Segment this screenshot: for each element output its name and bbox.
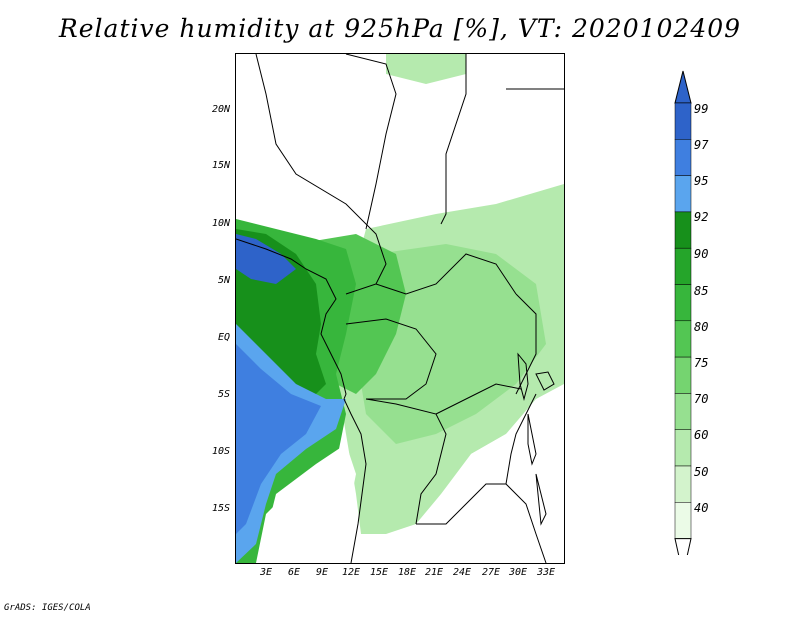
- colorbar-level-label: 80: [694, 320, 709, 334]
- colorbar-segment: [674, 465, 692, 503]
- colorbar-level-label: 99: [694, 102, 709, 116]
- latitude-label: 15S: [211, 503, 230, 514]
- colorbar-top-arrow: [674, 70, 692, 104]
- colorbar-segment: [674, 429, 692, 467]
- colorbar-segment: [674, 356, 692, 394]
- colorbar-level-label: 50: [694, 465, 709, 479]
- colorbar-level-label: 92: [694, 210, 709, 224]
- longitude-label: 18E: [397, 567, 417, 578]
- latitude-label: 5S: [217, 389, 230, 400]
- colorbar-segment: [674, 211, 692, 249]
- coastline-borders: [236, 54, 564, 563]
- latitude-label: 5N: [217, 275, 230, 286]
- humidity-map-svg: [236, 54, 564, 563]
- latitude-label: 10N: [211, 218, 230, 229]
- longitude-label: 3E: [259, 567, 273, 578]
- longitude-label: 24E: [452, 567, 472, 578]
- longitude-label: 12E: [341, 567, 361, 578]
- rh-zone-97: [236, 344, 321, 534]
- colorbar-level-label: 70: [694, 392, 709, 406]
- colorbar-segment: [674, 284, 692, 322]
- longitude-label: 9E: [315, 567, 329, 578]
- colorbar-level-label: 75: [694, 356, 709, 370]
- latitude-label: 20N: [211, 104, 230, 115]
- colorbar-level-label: 95: [694, 174, 709, 188]
- colorbar-segment: [674, 502, 692, 539]
- colorbar-level-label: 97: [694, 138, 709, 152]
- colorbar: [674, 70, 692, 555]
- colorbar-segment: [674, 247, 692, 285]
- colorbar-level-label: 90: [694, 247, 709, 261]
- longitude-label: 33E: [536, 567, 556, 578]
- longitude-label: 21E: [424, 567, 444, 578]
- longitude-label: 15E: [369, 567, 389, 578]
- latitude-label: 15N: [211, 160, 230, 171]
- colorbar-level-label: 40: [694, 501, 709, 515]
- rh-north-streak: [386, 54, 466, 84]
- colorbar-segment: [674, 320, 692, 358]
- rh-zone-99: [236, 234, 296, 284]
- colorbar-segment: [674, 102, 692, 140]
- humidity-map: [235, 53, 565, 564]
- colorbar-segment: [674, 175, 692, 213]
- latitude-label: EQ: [217, 332, 230, 343]
- colorbar-level-label: 60: [694, 428, 709, 442]
- map-title: Relative humidity at 925hPa [%], VT: 202…: [58, 14, 742, 43]
- colorbar-bottom-arrow: [674, 538, 692, 555]
- latitude-label: 10S: [211, 446, 230, 457]
- credit-text: GrADS: IGES/COLA: [4, 603, 91, 613]
- humidity-fill: [236, 54, 564, 563]
- colorbar-segment: [674, 139, 692, 176]
- rh-dry-southwest: [266, 444, 356, 563]
- colorbar-segment: [674, 393, 692, 430]
- longitude-label: 30E: [508, 567, 528, 578]
- longitude-label: 6E: [287, 567, 301, 578]
- colorbar-level-label: 85: [694, 284, 709, 298]
- lakes: [517, 352, 555, 526]
- longitude-label: 27E: [481, 567, 501, 578]
